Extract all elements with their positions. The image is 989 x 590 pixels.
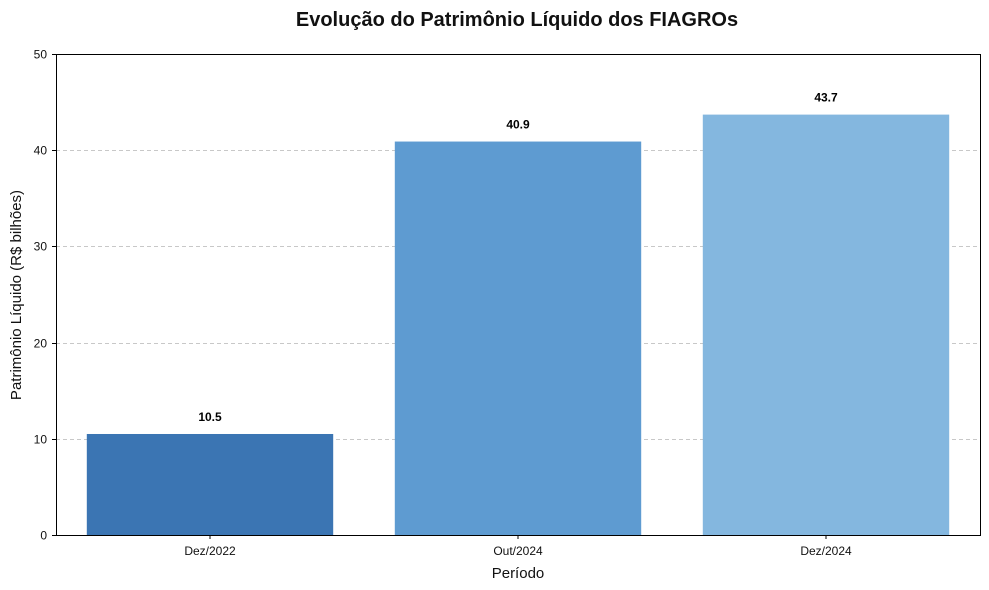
y-tick-label-3: 30 [34, 240, 48, 254]
data-label-layer: 10.5 40.9 43.7 [198, 91, 838, 424]
x-tick-label-2: Dez/2024 [800, 544, 852, 558]
bar-layer [86, 114, 950, 536]
data-label-0: 10.5 [198, 410, 222, 424]
x-axis-label: Período [492, 565, 545, 582]
x-axis: Dez/2022 Out/2024 Dez/2024 [184, 535, 852, 558]
y-tick-label-2: 20 [34, 337, 48, 351]
y-axis-label: Patrimônio Líquido (R$ bilhões) [8, 190, 25, 400]
y-tick-label-0: 0 [40, 529, 47, 543]
y-tick-label-5: 50 [34, 48, 48, 62]
x-tick-label-1: Out/2024 [493, 544, 543, 558]
data-label-2: 43.7 [814, 91, 838, 105]
chart-title: Evolução do Patrimônio Líquido dos FIAGR… [296, 9, 738, 31]
y-tick-label-4: 40 [34, 144, 48, 158]
y-axis: 0 10 20 30 40 50 [34, 48, 56, 543]
x-tick-label-0: Dez/2022 [184, 544, 236, 558]
data-label-1: 40.9 [506, 118, 530, 132]
bar-1 [394, 141, 642, 536]
y-tick-label-1: 10 [34, 433, 48, 447]
bar-2 [702, 114, 950, 535]
bar-0 [86, 433, 334, 535]
